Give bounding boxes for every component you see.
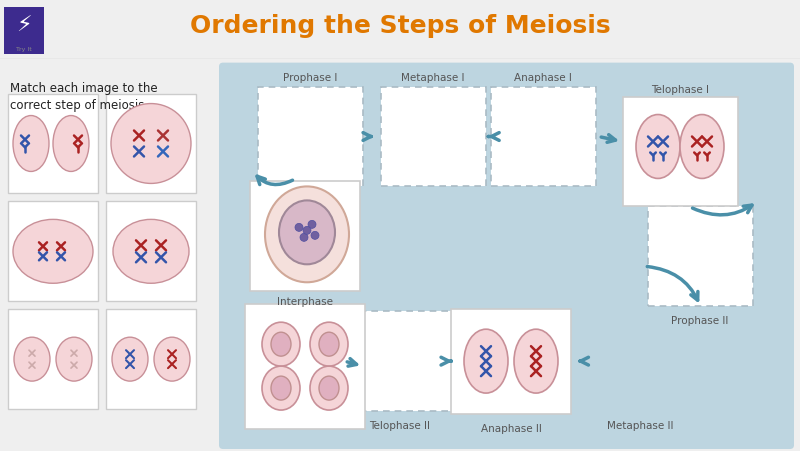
FancyBboxPatch shape [8, 202, 98, 301]
Ellipse shape [271, 376, 291, 400]
Ellipse shape [262, 366, 300, 410]
FancyArrowPatch shape [580, 357, 589, 365]
Ellipse shape [265, 186, 349, 282]
Ellipse shape [303, 226, 311, 235]
Ellipse shape [514, 329, 558, 393]
FancyBboxPatch shape [106, 309, 196, 409]
Text: Metaphase I: Metaphase I [402, 73, 465, 83]
Ellipse shape [53, 115, 89, 171]
FancyBboxPatch shape [4, 7, 44, 54]
Text: Anaphase I: Anaphase I [514, 73, 572, 83]
Text: Interphase: Interphase [277, 297, 333, 307]
FancyArrowPatch shape [257, 176, 293, 184]
Ellipse shape [680, 115, 724, 179]
Text: Telophase II: Telophase II [370, 421, 430, 431]
FancyArrowPatch shape [693, 205, 752, 215]
Text: Try It: Try It [16, 47, 32, 52]
Text: Telophase I: Telophase I [651, 85, 709, 95]
Bar [451, 309, 571, 414]
FancyBboxPatch shape [219, 63, 794, 449]
Text: ⚡: ⚡ [16, 16, 32, 36]
Ellipse shape [319, 332, 339, 356]
Text: Anaphase II: Anaphase II [481, 423, 542, 433]
Bar [347, 311, 453, 411]
Ellipse shape [636, 115, 680, 179]
Ellipse shape [310, 322, 348, 366]
Text: Prophase II: Prophase II [671, 316, 729, 326]
Text: Prophase I: Prophase I [283, 73, 337, 83]
Ellipse shape [319, 376, 339, 400]
Ellipse shape [279, 200, 335, 264]
Bar [381, 87, 486, 186]
Ellipse shape [295, 223, 303, 231]
Bar [250, 181, 360, 291]
Ellipse shape [464, 329, 508, 393]
Ellipse shape [14, 337, 50, 381]
FancyArrowPatch shape [347, 359, 357, 366]
FancyArrowPatch shape [602, 135, 615, 143]
FancyArrowPatch shape [647, 267, 698, 300]
Ellipse shape [300, 233, 308, 241]
FancyArrowPatch shape [441, 357, 451, 365]
FancyBboxPatch shape [106, 202, 196, 301]
Ellipse shape [154, 337, 190, 381]
Ellipse shape [262, 322, 300, 366]
Bar [647, 207, 753, 306]
Ellipse shape [13, 115, 49, 171]
Ellipse shape [310, 366, 348, 410]
Bar [622, 97, 738, 207]
Text: Match each image to the
correct step of meiosis.: Match each image to the correct step of … [10, 82, 158, 111]
Ellipse shape [13, 219, 93, 283]
Bar [258, 87, 362, 186]
FancyBboxPatch shape [8, 93, 98, 193]
Text: Metaphase II: Metaphase II [606, 421, 674, 431]
Ellipse shape [311, 231, 319, 239]
Ellipse shape [112, 337, 148, 381]
Bar [490, 87, 595, 186]
FancyBboxPatch shape [8, 309, 98, 409]
Ellipse shape [308, 221, 316, 228]
FancyArrowPatch shape [489, 133, 499, 140]
Bar [245, 304, 365, 428]
FancyBboxPatch shape [106, 93, 196, 193]
Ellipse shape [111, 104, 191, 184]
Text: Ordering the Steps of Meiosis: Ordering the Steps of Meiosis [190, 14, 610, 38]
FancyArrowPatch shape [363, 133, 371, 140]
Ellipse shape [271, 332, 291, 356]
Ellipse shape [113, 219, 189, 283]
Ellipse shape [56, 337, 92, 381]
